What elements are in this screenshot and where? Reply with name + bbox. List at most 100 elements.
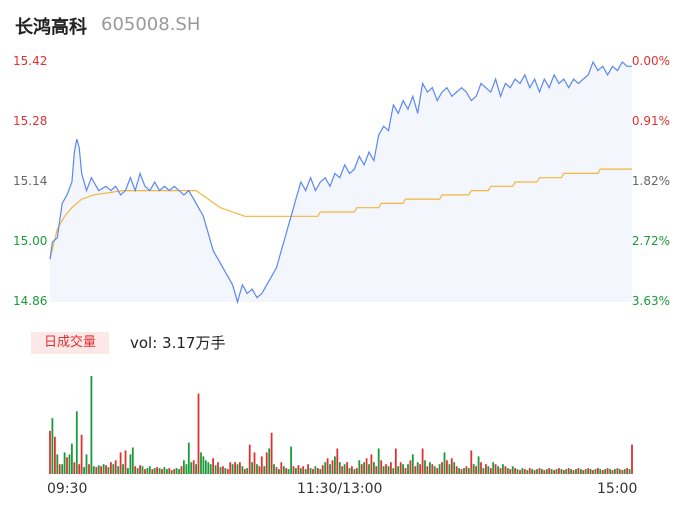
volume-bar	[258, 466, 261, 474]
volume-bar	[404, 468, 407, 474]
volume-bar	[553, 470, 555, 474]
volume-bar	[331, 460, 334, 474]
volume-bar	[202, 456, 205, 474]
volume-bar	[487, 466, 490, 474]
volume-bar	[550, 469, 553, 474]
volume-bar	[382, 466, 385, 474]
volume-bar	[173, 469, 176, 474]
volume-bar	[151, 469, 154, 474]
volume-bar	[601, 470, 604, 474]
volume-bar	[290, 446, 292, 474]
volume-bar	[178, 469, 180, 474]
volume-bar	[75, 411, 78, 474]
volume-bar	[90, 376, 93, 474]
x-tick-close: 15:00	[597, 481, 638, 497]
volume-bar	[63, 452, 66, 474]
volume-bar	[122, 464, 124, 474]
volume-bar	[353, 469, 356, 474]
y-tick-left-4: 14.86	[13, 294, 48, 308]
volume-bar	[592, 470, 594, 474]
volume-bar	[83, 467, 85, 474]
volume-bar	[394, 448, 397, 474]
volume-bar	[219, 467, 222, 474]
volume-bar	[492, 462, 495, 474]
volume-bar	[321, 465, 324, 474]
y-tick-right-2: -1.82%	[627, 174, 670, 188]
volume-bar	[377, 448, 380, 474]
volume-bar	[131, 447, 134, 474]
volume-bar	[307, 464, 309, 474]
volume-bar	[329, 464, 331, 474]
volume-bar	[346, 462, 348, 474]
volume-bar	[114, 460, 117, 474]
stock-name: 长鸿高科	[15, 17, 87, 38]
volume-bar	[268, 448, 271, 474]
volume-bar	[502, 464, 504, 474]
volume-bar	[594, 469, 597, 474]
volume-bar	[312, 469, 314, 474]
volume-bar	[411, 454, 414, 474]
volume-bar	[66, 457, 68, 474]
volume-bar	[402, 464, 404, 474]
volume-badge[interactable]: 日成交量	[31, 332, 109, 354]
volume-bar	[618, 469, 621, 474]
volume-bar	[102, 464, 105, 474]
volume-bar	[212, 458, 214, 474]
volume-bar	[390, 462, 392, 474]
volume-bar	[373, 462, 375, 474]
volume-bar	[446, 460, 448, 474]
volume-bar	[183, 460, 185, 474]
volume-bar	[338, 462, 341, 474]
volume-bar	[545, 469, 548, 474]
volume-bar	[263, 466, 266, 474]
volume-bar	[580, 469, 582, 474]
volume-bar	[380, 460, 383, 474]
volume-bar	[207, 462, 210, 474]
volume-bar	[229, 462, 232, 474]
volume-bar	[234, 462, 236, 474]
volume-bar	[166, 469, 168, 474]
volume-bar	[144, 469, 146, 474]
volume-bar	[514, 468, 516, 474]
volume-bar	[222, 466, 224, 474]
volume-bar	[100, 466, 102, 474]
volume-bar	[370, 454, 373, 474]
volume-bar	[58, 464, 61, 474]
volume-bar	[494, 464, 497, 474]
volume-bar	[528, 468, 531, 474]
y-tick-right-0: 0.00%	[631, 54, 670, 68]
volume-bar	[158, 468, 161, 474]
volume-bar	[239, 462, 241, 474]
volume-bar	[604, 469, 607, 474]
volume-bar	[92, 466, 95, 474]
volume-bar	[572, 470, 575, 474]
volume-bar	[326, 458, 329, 474]
volume-bar	[360, 464, 363, 474]
volume-bar	[570, 469, 572, 474]
volume-bar	[97, 465, 100, 474]
volume-bar	[197, 393, 200, 474]
volume-bar	[548, 468, 551, 474]
volume-bar	[156, 467, 158, 474]
volume-bar	[275, 467, 278, 474]
volume-bar	[248, 444, 251, 474]
volume-bar	[614, 469, 616, 474]
volume-bar	[506, 468, 509, 474]
volume-bar	[192, 460, 195, 474]
volume-bar	[170, 470, 173, 474]
y-tick-right-3: -2.72%	[627, 234, 670, 248]
volume-bar	[204, 460, 207, 474]
volume-bar	[609, 469, 611, 474]
volume-bar	[597, 468, 599, 474]
volume-bar	[397, 466, 400, 474]
volume-bar	[521, 468, 524, 474]
volume-bar	[273, 464, 275, 474]
volume-bar	[606, 468, 609, 474]
volume-bar	[358, 460, 361, 474]
volume-bar	[134, 466, 137, 474]
volume-bar	[280, 462, 283, 474]
volume-bar	[139, 465, 141, 474]
volume-bar	[141, 466, 144, 474]
volume-bar	[295, 468, 297, 474]
volume-bar	[129, 454, 132, 474]
